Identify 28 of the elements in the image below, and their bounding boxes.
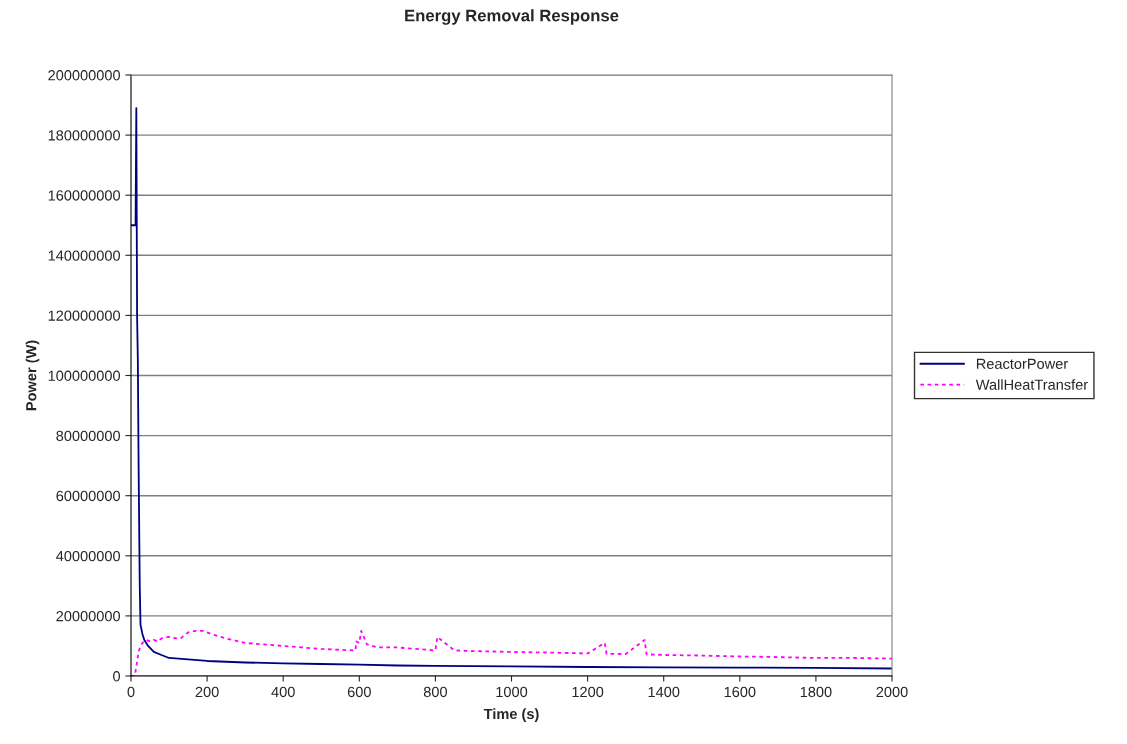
x-tick-label: 0 <box>127 686 135 698</box>
y-tick-label: 100000000 <box>48 370 121 381</box>
y-tick-label: 0 <box>113 671 121 682</box>
x-tick-label: 1000 <box>496 686 528 698</box>
y-tick-label: 180000000 <box>48 130 121 141</box>
y-tick-label: 140000000 <box>48 250 121 261</box>
y-tick-label: 160000000 <box>48 190 121 201</box>
x-tick-label: 1600 <box>724 686 756 698</box>
legend-label: ReactorPower <box>976 358 1068 369</box>
x-tick-label: 1400 <box>648 686 680 698</box>
y-tick-label: 200000000 <box>48 70 121 81</box>
y-tick-label: 120000000 <box>48 310 121 321</box>
x-tick-label: 2000 <box>876 686 908 698</box>
y-tick-label: 60000000 <box>56 490 121 502</box>
x-tick-label: 400 <box>271 686 295 698</box>
x-tick-label: 600 <box>347 686 371 698</box>
x-tick-label: 200 <box>195 686 219 698</box>
chart-title: Energy Removal Response <box>405 9 619 25</box>
y-tick-label: 20000000 <box>56 611 121 622</box>
legend-label: WallHeatTransfer <box>975 379 1088 390</box>
x-tick-label: 1800 <box>800 686 832 698</box>
y-tick-label: 40000000 <box>56 550 121 562</box>
y-axis-title: Power (W) <box>25 340 40 411</box>
line-series <box>131 107 892 670</box>
x-tick-label: 800 <box>423 686 447 698</box>
x-tick-label: 1200 <box>572 686 604 698</box>
x-axis-title: Time (s) <box>483 708 539 722</box>
y-tick-label: 80000000 <box>56 430 121 442</box>
